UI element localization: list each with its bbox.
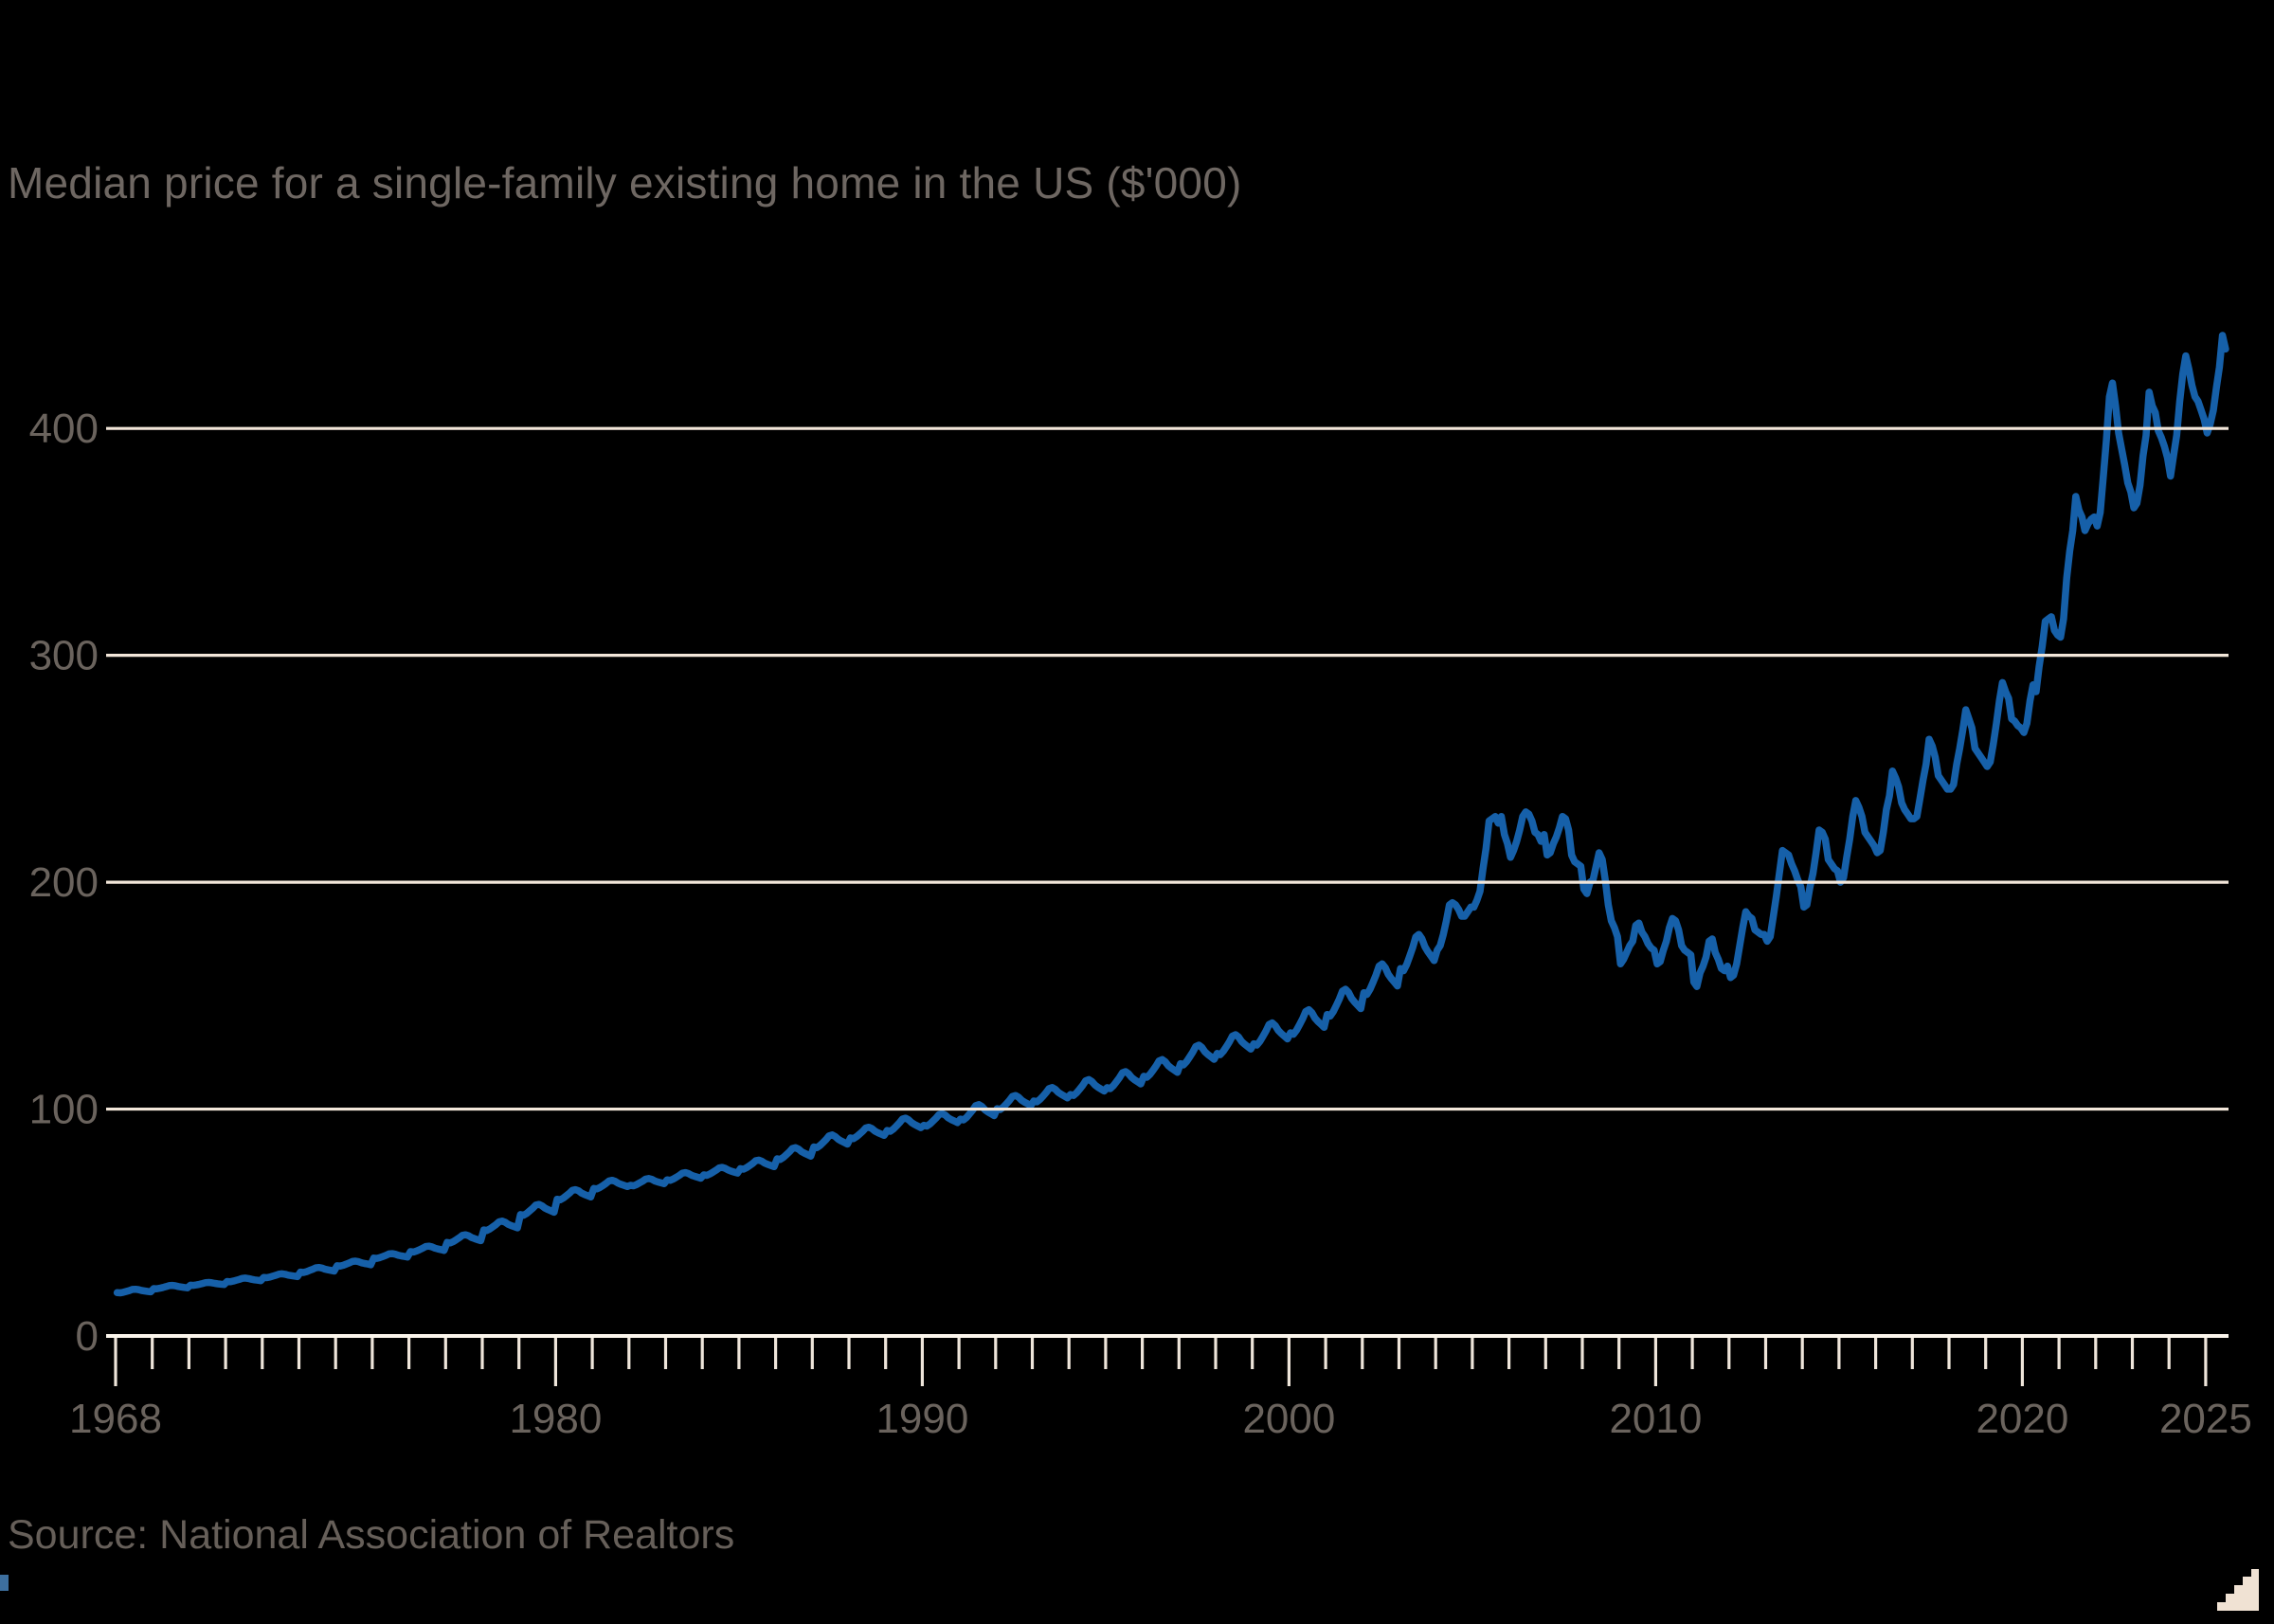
y-axis-label-100: 100 [29, 1087, 99, 1133]
y-axis-label-300: 300 [29, 633, 99, 679]
logo-fragment [0, 1575, 9, 1591]
x-axis-label-1990: 1990 [875, 1396, 968, 1442]
x-axis-label-2000: 2000 [1242, 1396, 1335, 1442]
chart-title: Median price for a single-family existin… [8, 158, 1242, 208]
x-axis-label-2010: 2010 [1609, 1396, 1702, 1442]
x-axis-label-2020: 2020 [1976, 1396, 2068, 1442]
y-axis-label-200: 200 [29, 859, 99, 906]
source-note: Source: National Association of Realtors [8, 1512, 735, 1558]
x-axis-label-2025: 2025 [2159, 1396, 2252, 1442]
x-axis-label-1968: 1968 [69, 1396, 162, 1442]
y-axis-label-400: 400 [29, 406, 99, 452]
x-axis-label-1980: 1980 [509, 1396, 602, 1442]
price-line-series [113, 332, 2229, 1297]
y-axis-label-0: 0 [76, 1313, 99, 1360]
